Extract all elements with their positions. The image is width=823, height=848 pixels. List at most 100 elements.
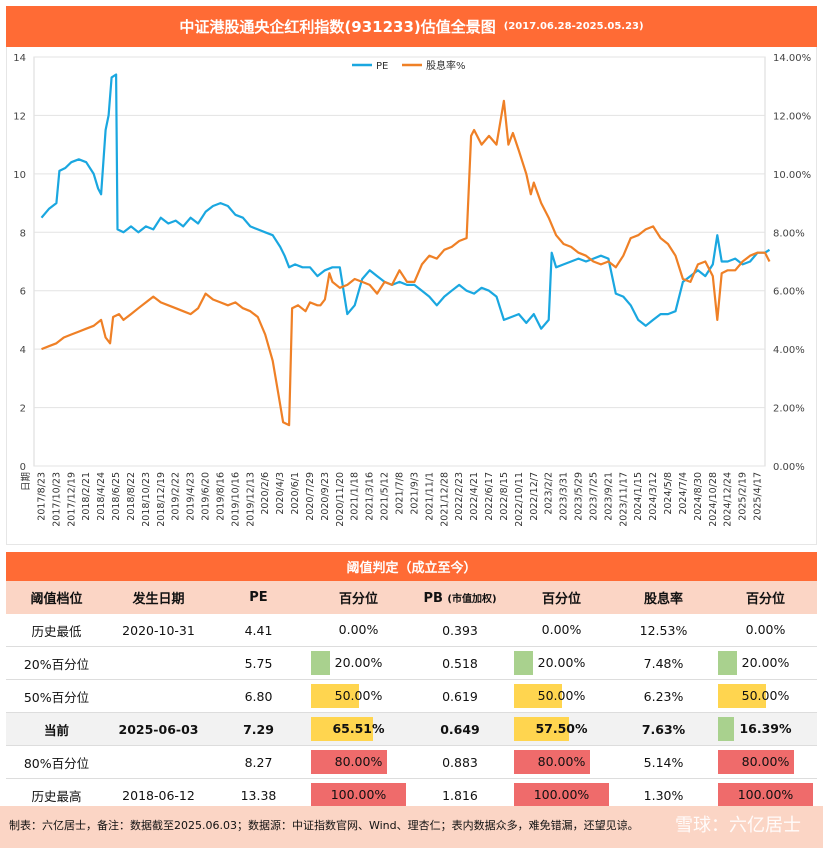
x-tick-label: 2023/11/17 (618, 472, 629, 527)
footer-note: 制表：六亿居士，备注：数据截至2025.06.03；数据源：中证指数官网、Win… (0, 806, 823, 848)
x-tick-label: 2022/8/15 (499, 472, 510, 521)
x-tick-label: 2024/1/15 (633, 472, 644, 521)
row-pe: 7.29 (210, 712, 307, 746)
x-tick-label: 2019/4/23 (186, 472, 197, 521)
pb-percentile-cell: 0.00% (510, 614, 613, 647)
right-tick-label: 10.00% (773, 170, 811, 181)
watermark: 雪球：六亿居士 (675, 815, 801, 836)
yield-percentile-bar (718, 717, 734, 741)
row-pe: 8.27 (210, 745, 307, 779)
x-tick-label: 2019/10/16 (230, 472, 241, 527)
row-pe: 13.38 (240, 787, 277, 803)
chart-title-bar: 中证港股通央企红利指数(931233)估值全景图 (2017.06.28-202… (6, 6, 817, 47)
yield-percentile-value: 50.00% (741, 688, 790, 703)
pe-percentile-bar (311, 684, 359, 708)
x-tick-label: 2020/4/3 (275, 472, 286, 515)
x-tick-label: 2018/10/23 (141, 472, 152, 527)
row-yield: 7.63% (613, 712, 714, 746)
x-tick-label: 2020/6/1 (290, 472, 301, 515)
x-tick-label: 2021/12/28 (439, 472, 450, 527)
x-tick-label: 2017/8/23 (36, 472, 47, 521)
x-tick-label: 2021/7/8 (395, 472, 406, 515)
header-yield-percentile: 百分位 (714, 581, 817, 614)
yield-percentile-cell: 20.00% (714, 646, 817, 680)
x-tick-label: 2017/10/23 (51, 472, 62, 527)
pe-percentile-cell: 0.00% (307, 614, 410, 647)
row-date (107, 679, 210, 713)
x-tick-label: 2023/5/29 (574, 472, 585, 521)
yield-percentile-bar (718, 750, 794, 774)
pb-percentile-bar (514, 651, 533, 675)
yield-percentile-bar (718, 783, 813, 807)
x-tick-label: 2020/7/29 (305, 472, 316, 521)
yield-percentile-value: 0.00% (745, 622, 786, 637)
x-tick-label: 2023/7/25 (588, 472, 599, 521)
x-tick-label: 2018/4/24 (96, 472, 107, 521)
pb-percentile-value: 0.00% (541, 622, 582, 637)
x-tick-label: 2021/9/3 (409, 472, 420, 515)
row-level: 历史最高 (31, 788, 82, 804)
right-tick-label: 12.00% (773, 111, 811, 122)
pe-percentile-value: 0.00% (338, 622, 379, 637)
row-level: 历史最低 (6, 614, 107, 647)
x-tick-label: 2024/7/4 (678, 472, 689, 515)
row-pb: 0.518 (410, 646, 510, 680)
row-pb: 1.816 (442, 787, 478, 803)
chart-date-range: (2017.06.28-2025.05.23) (503, 21, 644, 32)
left-tick-label: 0 (20, 462, 26, 473)
left-tick-label: 6 (20, 287, 26, 298)
pb-percentile-bar (514, 684, 562, 708)
header-pe-percentile: 百分位 (307, 581, 410, 614)
plot-area (33, 56, 766, 467)
x-tick-label: 2018/12/19 (156, 472, 167, 527)
x-tick-label: 2019/12/13 (245, 472, 256, 527)
pe-percentile-bar (311, 750, 387, 774)
x-tick-label: 2024/10/28 (708, 472, 719, 527)
pb-percentile-bar (514, 783, 609, 807)
pe-percentile-value: 80.00% (334, 754, 383, 769)
row-pb: 0.649 (410, 712, 510, 746)
pe-percentile-bar (311, 651, 330, 675)
table-row: 历史最高 2018-06-12 13.38 100.00% 1.816 100.00% 1.… (6, 779, 817, 812)
x-tick-label: 2023/9/21 (603, 472, 614, 521)
x-tick-label: 2022/6/17 (484, 472, 495, 521)
x-tick-label: 2021/11/1 (424, 472, 435, 521)
pe-percentile-bar (311, 783, 406, 807)
x-tick-label: 2020/9/23 (320, 472, 331, 521)
header-level: 阈值档位 (6, 581, 107, 614)
header-date: 发生日期 (107, 581, 210, 614)
x-tick-label: 2021/5/12 (380, 472, 391, 521)
yield-percentile-value: 80.00% (741, 754, 790, 769)
chart-svg: 0 0.00% 2 2.00% 4 4.00% 6 6.00% 8 8.00% 10 10.00% 12… (13, 53, 811, 527)
row-yield: 12.53% (613, 614, 714, 647)
x-axis-first-label: 日期 (21, 472, 32, 491)
header-pb: PB (市值加权) (410, 581, 510, 614)
pb-percentile-cell: 100.00% (510, 779, 613, 812)
header-pb-label: PB (423, 590, 443, 606)
yield-percentile-cell: 16.39% (714, 712, 817, 746)
yield-percentile-bar (718, 651, 737, 675)
row-pe: 5.75 (210, 646, 307, 680)
row-pb: 0.883 (410, 745, 510, 779)
left-tick-label: 10 (13, 170, 26, 181)
table-row: 20%百分位 5.75 20.00% 0.518 20.00% 7.48% 20.00% (6, 646, 817, 680)
x-tick-label: 2021/1/18 (350, 472, 361, 521)
header-pb-percentile: 百分位 (510, 581, 613, 614)
pb-percentile-value: 100.00% (533, 787, 590, 802)
left-tick-label: 2 (20, 404, 26, 415)
right-tick-label: 4.00% (773, 345, 805, 356)
pb-percentile-value: 80.00% (537, 754, 586, 769)
row-pe: 4.41 (210, 614, 307, 647)
x-tick-label: 2022/10/11 (514, 472, 525, 527)
x-tick-label: 2023/3/31 (559, 472, 570, 521)
table-title: 阈值判定（成立至今） (6, 552, 817, 581)
pe-percentile-cell: 50.00% (307, 679, 410, 713)
row-yield: 1.30% (643, 787, 684, 803)
dividend-yield-series-line (41, 99, 771, 427)
right-tick-label: 14.00% (773, 53, 811, 64)
x-tick-label: 2022/12/7 (529, 472, 540, 521)
pe-percentile-value: 65.51% (332, 721, 385, 736)
pb-percentile-cell: 80.00% (510, 745, 613, 779)
table-row: 历史最低 2020-10-31 4.41 0.00% 0.393 0.00% 12.53% 0… (6, 614, 817, 647)
x-tick-label: 2025/4/17 (753, 472, 764, 521)
